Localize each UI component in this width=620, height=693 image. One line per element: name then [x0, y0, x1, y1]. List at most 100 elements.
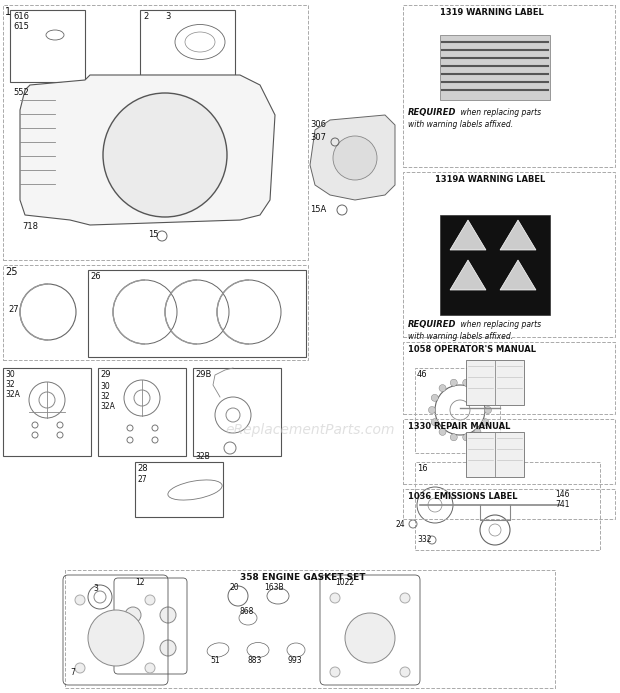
Circle shape: [88, 610, 144, 666]
Circle shape: [125, 607, 141, 623]
Bar: [466, 360, 524, 405]
Circle shape: [330, 667, 340, 677]
Bar: [65, 570, 555, 688]
Polygon shape: [450, 260, 486, 290]
Text: 20: 20: [230, 583, 239, 592]
Text: 1330 REPAIR MANUAL: 1330 REPAIR MANUAL: [408, 422, 510, 431]
Bar: [3, 5, 308, 260]
Polygon shape: [450, 220, 486, 250]
Text: 146: 146: [555, 490, 570, 499]
Text: 29B: 29B: [195, 370, 211, 379]
Circle shape: [400, 593, 410, 603]
Circle shape: [145, 663, 155, 673]
Circle shape: [145, 595, 155, 605]
Text: 993: 993: [288, 656, 303, 665]
Circle shape: [160, 607, 176, 623]
Bar: [403, 489, 615, 519]
Circle shape: [463, 434, 470, 441]
Text: 2: 2: [143, 12, 148, 21]
Text: 3: 3: [93, 584, 98, 593]
Text: 1: 1: [5, 7, 11, 17]
Circle shape: [400, 667, 410, 677]
Circle shape: [330, 593, 340, 603]
Bar: [88, 270, 306, 357]
Text: 32A: 32A: [5, 390, 20, 399]
Text: 307: 307: [310, 133, 326, 142]
Text: 1036 EMISSIONS LABEL: 1036 EMISSIONS LABEL: [408, 492, 518, 501]
Text: with warning labels affixed.: with warning labels affixed.: [408, 332, 513, 341]
Bar: [440, 215, 550, 315]
Bar: [440, 35, 550, 100]
Text: 615: 615: [13, 22, 29, 31]
Polygon shape: [310, 115, 395, 200]
Text: 1058 OPERATOR'S MANUAL: 1058 OPERATOR'S MANUAL: [408, 345, 536, 354]
Text: 32B: 32B: [195, 452, 210, 461]
Text: 1319A WARNING LABEL: 1319A WARNING LABEL: [435, 175, 545, 184]
Bar: [403, 172, 615, 337]
Text: 29: 29: [100, 370, 110, 379]
Circle shape: [75, 663, 85, 673]
Text: 25: 25: [5, 267, 17, 277]
Bar: [140, 10, 235, 75]
Text: 15A: 15A: [310, 205, 326, 214]
Bar: [3, 368, 91, 456]
Bar: [193, 368, 281, 456]
Circle shape: [484, 407, 492, 414]
Text: eReplacementParts.com: eReplacementParts.com: [225, 423, 395, 437]
Circle shape: [439, 428, 446, 435]
Bar: [466, 432, 524, 477]
Bar: [403, 419, 615, 484]
Circle shape: [75, 595, 85, 605]
Bar: [3, 265, 308, 360]
Circle shape: [482, 394, 489, 401]
Text: 26: 26: [90, 272, 100, 281]
Bar: [415, 368, 500, 453]
Text: 32: 32: [5, 380, 15, 389]
Circle shape: [450, 434, 458, 441]
Bar: [135, 462, 223, 517]
Text: 616: 616: [13, 12, 29, 21]
Text: 30: 30: [5, 370, 15, 379]
Circle shape: [432, 419, 438, 426]
Text: 163B: 163B: [264, 583, 283, 592]
Circle shape: [463, 379, 470, 386]
Text: 7: 7: [70, 668, 75, 677]
Text: 27: 27: [8, 305, 19, 314]
Text: 306: 306: [310, 120, 326, 129]
Text: 358 ENGINE GASKET SET: 358 ENGINE GASKET SET: [240, 573, 366, 582]
Text: 12: 12: [135, 578, 144, 587]
Bar: [98, 368, 186, 456]
Text: 32A: 32A: [100, 402, 115, 411]
Text: 552: 552: [13, 88, 29, 97]
Text: 30: 30: [100, 382, 110, 391]
Circle shape: [333, 136, 377, 180]
Circle shape: [160, 640, 176, 656]
Text: 16: 16: [417, 464, 428, 473]
Text: 1022: 1022: [335, 578, 354, 587]
Circle shape: [439, 385, 446, 392]
Circle shape: [482, 419, 489, 426]
Text: 868: 868: [240, 607, 254, 616]
Text: 718: 718: [22, 222, 38, 231]
Text: 15: 15: [148, 230, 159, 239]
Bar: [415, 462, 600, 550]
Text: 32: 32: [100, 392, 110, 401]
Text: when replacing parts: when replacing parts: [458, 320, 541, 329]
Bar: [403, 5, 615, 167]
Circle shape: [450, 379, 458, 386]
Circle shape: [428, 407, 435, 414]
Bar: [403, 342, 615, 414]
Text: 3: 3: [165, 12, 171, 21]
Text: 24: 24: [395, 520, 405, 529]
Text: 1319 WARNING LABEL: 1319 WARNING LABEL: [440, 8, 544, 17]
Circle shape: [103, 93, 227, 217]
Text: 51: 51: [210, 656, 219, 665]
Text: 883: 883: [248, 656, 262, 665]
Text: REQUIRED: REQUIRED: [408, 320, 456, 329]
Polygon shape: [500, 220, 536, 250]
Text: when replacing parts: when replacing parts: [458, 108, 541, 117]
Text: 332: 332: [417, 535, 432, 544]
Polygon shape: [20, 75, 275, 225]
Text: REQUIRED: REQUIRED: [408, 108, 456, 117]
Polygon shape: [500, 260, 536, 290]
